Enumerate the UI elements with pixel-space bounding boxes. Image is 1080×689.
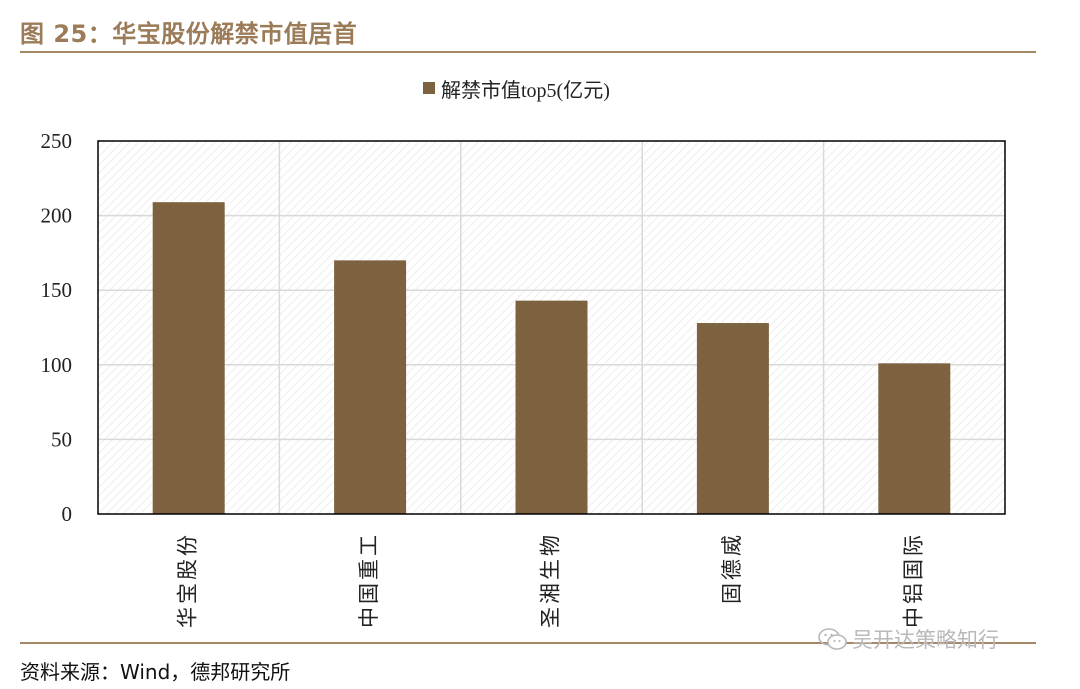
x-tick-label: 中国重工 (357, 532, 381, 628)
watermark-label: 吴开达策略知行 (852, 628, 999, 652)
y-axis-ticks: 0 50 100 150 200 250 (41, 129, 73, 526)
watermark: 吴开达策略知行 (818, 624, 999, 654)
source-note: 资料来源：Wind，德邦研究所 (20, 660, 291, 684)
wechat-icon (818, 628, 847, 650)
bar (515, 300, 588, 514)
y-tick-label: 150 (41, 278, 73, 302)
gridlines (98, 141, 1005, 514)
y-tick-label: 0 (62, 502, 73, 526)
y-tick-label: 200 (41, 204, 73, 228)
plot-frame (97, 140, 1006, 515)
figure-title: 图 25：华宝股份解禁市值居首 (20, 20, 358, 48)
x-tick-label: 华宝股份 (176, 532, 200, 628)
y-tick-label: 50 (51, 427, 72, 451)
x-axis-ticks: 华宝股份 中国重工 圣湘生物 固德威 中铝国际 (176, 532, 926, 628)
legend-swatch (423, 82, 435, 94)
y-tick-label: 250 (41, 129, 73, 153)
x-tick-label: 中铝国际 (901, 532, 925, 628)
legend: 解禁市值top5(亿元) (423, 79, 610, 102)
y-tick-label: 100 (41, 353, 73, 377)
top-divider (20, 51, 1036, 53)
bar-chart: 解禁市值top5(亿元) 0 50 100 150 200 250 华宝股份 中国重工 圣湘生… (41, 79, 1006, 628)
bar (152, 202, 225, 514)
bottom-divider (20, 642, 1036, 644)
x-tick-label: 固德威 (720, 532, 744, 604)
legend-label: 解禁市值top5(亿元) (441, 79, 610, 102)
x-tick-label: 圣湘生物 (539, 532, 563, 628)
bar (696, 323, 769, 514)
bar (878, 363, 951, 514)
bar (334, 260, 407, 514)
bars (152, 202, 951, 514)
